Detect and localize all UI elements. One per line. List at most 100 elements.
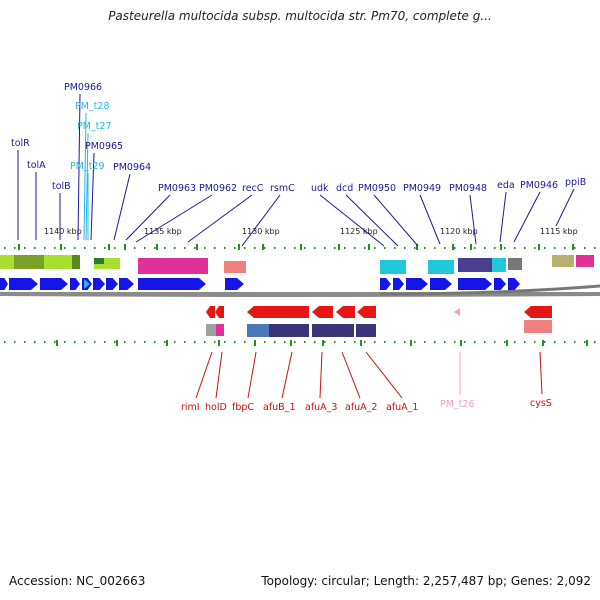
gene-label-bottom[interactable]: PM_t26 (440, 399, 475, 410)
label-leader (345, 194, 399, 247)
tick-major (60, 244, 62, 250)
label-leader (341, 351, 361, 399)
tick-dot (414, 247, 416, 249)
tick-dot (4, 247, 6, 249)
reverse-feature-blocks (206, 320, 552, 337)
gene-label-bottom[interactable]: rimI (181, 402, 200, 413)
tick-dot (344, 341, 346, 343)
gene-label-top[interactable]: PM0965 (85, 141, 123, 152)
gene-label-bottom[interactable]: afuA_1 (386, 402, 418, 413)
gene-label-bottom[interactable]: fbpC (232, 402, 254, 413)
tick-dot (434, 341, 436, 343)
scale-tick-label: 1125 kbp (340, 227, 378, 236)
tick-dot (104, 247, 106, 249)
gene-label-top[interactable]: PM0950 (358, 183, 396, 194)
gene-label-bottom[interactable]: afuB_1 (263, 402, 296, 413)
gene-label-bottom[interactable]: holD (205, 402, 227, 413)
gene-label-top[interactable]: PM0946 (520, 180, 558, 191)
gene-label-bottom[interactable]: afuA_2 (345, 402, 377, 413)
gene-label-top[interactable]: ppiB (565, 177, 586, 188)
tick-major (538, 244, 540, 250)
gene-label-top[interactable]: tolA (27, 160, 46, 171)
tick-major (460, 340, 462, 346)
tick-dot (574, 247, 576, 249)
tick-dot (334, 247, 336, 249)
tick-dot (334, 341, 336, 343)
gene-label-top[interactable]: tolR (11, 138, 30, 149)
reverse-cds-arrows (206, 306, 552, 318)
tick-dot (324, 247, 326, 249)
label-leader (513, 191, 541, 243)
tick-dot (214, 247, 216, 249)
cds-arrow-forward (40, 278, 68, 290)
tick-dot (134, 247, 136, 249)
feature-block (138, 258, 208, 274)
backbone-curve (379, 284, 600, 296)
cds-arrow-reverse (215, 306, 224, 318)
tick-dot (384, 341, 386, 343)
tick-dot (184, 247, 186, 249)
tick-dot (424, 341, 426, 343)
cds-arrow-reverse (247, 306, 309, 318)
cds-arrow-forward (494, 278, 506, 290)
tick-dot (294, 247, 296, 249)
tick-major (56, 340, 58, 346)
label-leader (241, 194, 281, 247)
gene-label-top[interactable]: PM0949 (403, 183, 441, 194)
tick-dot (554, 341, 556, 343)
cds-arrow-forward (225, 278, 244, 290)
feature-block (224, 261, 246, 273)
tick-dot (94, 247, 96, 249)
gene-label-top[interactable]: recC (242, 183, 264, 194)
tick-dot (374, 341, 376, 343)
gene-label-top[interactable]: udk (311, 183, 329, 194)
gene-label-bottom[interactable]: cysS (530, 398, 552, 409)
tick-major (124, 244, 126, 250)
feature-block (94, 258, 120, 269)
tick-dot (14, 341, 16, 343)
tick-dot (534, 341, 536, 343)
gene-label-top[interactable]: PM0948 (449, 183, 487, 194)
gene-label-top[interactable]: PM0962 (199, 183, 237, 194)
gene-label-top[interactable]: eda (497, 180, 515, 191)
label-leader (539, 351, 543, 395)
gene-label-top[interactable]: PM_t29 (70, 161, 105, 172)
gene-label-top[interactable]: rsmC (270, 183, 295, 194)
feature-block (206, 324, 216, 336)
tick-dot (214, 341, 216, 343)
label-leader (85, 132, 89, 241)
gene-label-top[interactable]: PM0964 (113, 162, 151, 173)
gene-label-top[interactable]: PM_t27 (77, 121, 112, 132)
tick-dot (54, 247, 56, 249)
cds-arrow-forward (9, 278, 38, 290)
gene-label-top[interactable]: PM0966 (64, 82, 102, 93)
tick-dot (154, 247, 156, 249)
gene-labels[interactable]: tolR tolA tolB PM0966 PM_t28 PM_t27 PM0965 PM_t… (11, 82, 586, 413)
gene-label-bottom[interactable]: afuA_3 (305, 402, 337, 413)
tick-dot (144, 341, 146, 343)
tick-dot (474, 341, 476, 343)
feature-block (44, 255, 72, 269)
label-leader (373, 194, 419, 247)
cds-arrow-forward (406, 278, 428, 290)
feature-block (524, 320, 552, 333)
tick-dot (224, 247, 226, 249)
tick-dot (174, 341, 176, 343)
gene-label-top[interactable]: dcd (336, 183, 353, 194)
label-leader (125, 194, 171, 241)
gene-label-top[interactable]: tolB (52, 181, 71, 192)
cds-arrow-reverse (206, 306, 215, 318)
tick-dot (564, 341, 566, 343)
scale-labels: 1140 kbp 1135 kbp 1130 kbp 1125 kbp 1120 kbp… (44, 227, 578, 236)
tick-dot (514, 247, 516, 249)
feature-block (458, 258, 492, 272)
cds-arrow-forward (393, 278, 404, 290)
gene-label-top[interactable]: PM0963 (158, 183, 196, 194)
tick-major (238, 244, 240, 250)
gene-label-top[interactable]: PM_t28 (75, 101, 110, 112)
feature-block (356, 324, 376, 337)
cds-arrow-forward (380, 278, 391, 290)
tick-dot (204, 247, 206, 249)
tick-dot (94, 341, 96, 343)
